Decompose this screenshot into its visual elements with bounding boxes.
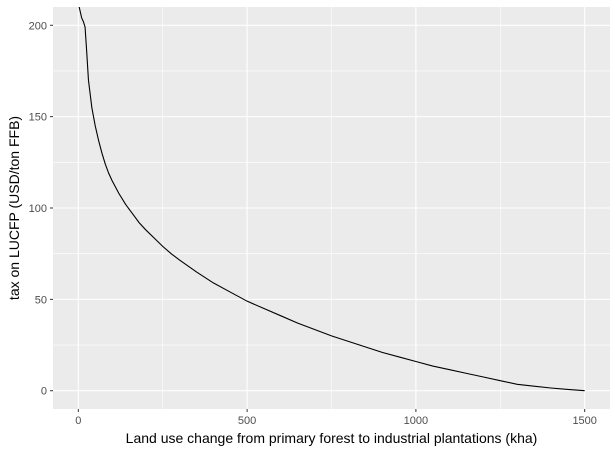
x-tick-label: 1000 — [404, 415, 428, 427]
y-tick-label: 50 — [35, 294, 47, 306]
y-tick-label: 150 — [29, 112, 47, 124]
y-tick-label: 100 — [29, 203, 47, 215]
x-axis: 0 500 1000 1500 — [75, 409, 597, 427]
x-tick-label: 500 — [238, 415, 256, 427]
y-axis-title: tax on LUCFP (USD/ton FFB) — [6, 116, 22, 300]
x-axis-title: Land use change from primary forest to i… — [126, 430, 538, 446]
grid-major — [53, 7, 610, 409]
y-tick-label: 0 — [41, 386, 47, 398]
x-tick-label: 1500 — [572, 415, 596, 427]
x-tick-label: 0 — [75, 415, 81, 427]
series-line — [78, 7, 585, 392]
y-axis: 0 50 100 150 200 — [29, 20, 53, 398]
y-tick-label: 200 — [29, 20, 47, 32]
